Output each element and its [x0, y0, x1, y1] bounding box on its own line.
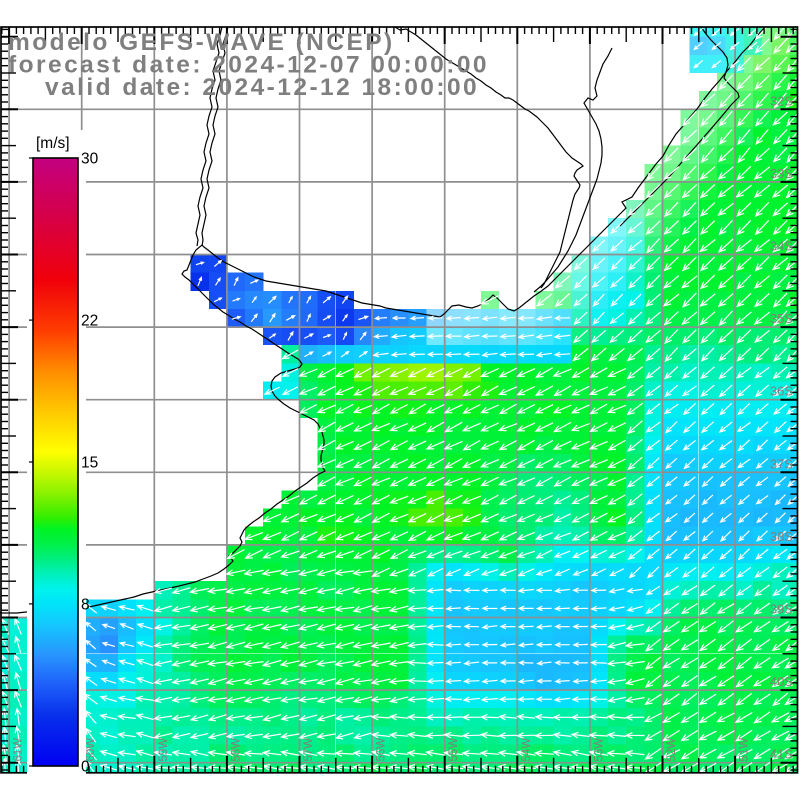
- svg-text:54W: 54W: [521, 738, 533, 762]
- svg-text:37S: 37S: [770, 456, 793, 471]
- svg-text:15: 15: [81, 455, 98, 472]
- svg-text:41S: 41S: [770, 747, 793, 762]
- svg-text:36S: 36S: [770, 384, 793, 399]
- svg-text:35S: 35S: [770, 311, 793, 326]
- svg-text:53W: 53W: [593, 738, 605, 762]
- svg-text:38S: 38S: [770, 529, 793, 544]
- svg-text:40S: 40S: [770, 674, 793, 689]
- svg-text:0: 0: [81, 759, 90, 776]
- svg-text:55W: 55W: [448, 738, 460, 762]
- svg-text:58W: 58W: [230, 738, 242, 762]
- svg-text:59W: 59W: [158, 738, 170, 762]
- svg-text:39S: 39S: [770, 602, 793, 617]
- svg-text:56W: 56W: [376, 738, 388, 762]
- svg-text:forecast date: 2024-12-07 00:0: forecast date: 2024-12-07 00:00:00: [8, 52, 489, 79]
- svg-text:60W: 60W: [85, 738, 97, 762]
- svg-text:51W: 51W: [739, 738, 751, 762]
- svg-text:30: 30: [81, 151, 99, 168]
- svg-text:valid date: 2024-12-12 18:00:0: valid date: 2024-12-12 18:00:00: [45, 74, 479, 101]
- svg-text:[m/s]: [m/s]: [36, 135, 70, 152]
- svg-text:34S: 34S: [770, 239, 793, 254]
- svg-text:32S: 32S: [770, 93, 793, 108]
- svg-text:61W: 61W: [13, 738, 25, 762]
- svg-text:33S: 33S: [770, 166, 793, 181]
- svg-text:52W: 52W: [666, 738, 678, 762]
- svg-text:8: 8: [81, 596, 90, 613]
- svg-text:57W: 57W: [303, 738, 315, 762]
- svg-text:22: 22: [81, 313, 98, 330]
- svg-text:modelo GEFS-WAVE (NCEP): modelo GEFS-WAVE (NCEP): [8, 29, 395, 56]
